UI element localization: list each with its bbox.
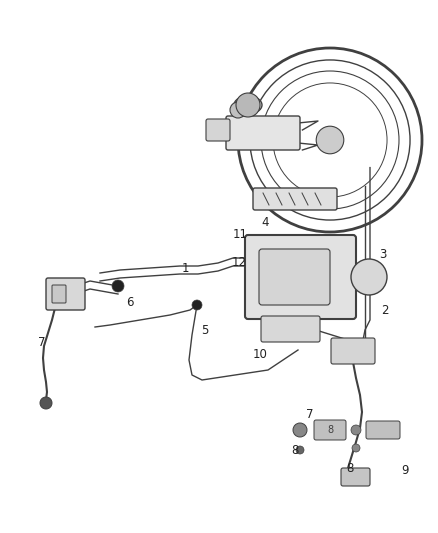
Text: 5: 5 (201, 324, 208, 336)
FancyBboxPatch shape (206, 119, 230, 141)
Circle shape (236, 93, 260, 117)
Text: 3: 3 (379, 248, 387, 262)
Text: 8: 8 (346, 462, 354, 474)
FancyBboxPatch shape (226, 116, 300, 150)
Circle shape (351, 259, 387, 295)
Ellipse shape (234, 96, 262, 114)
Text: 8: 8 (327, 425, 333, 435)
Text: 2: 2 (381, 303, 389, 317)
Text: 4: 4 (261, 215, 269, 229)
Text: 7: 7 (306, 408, 314, 422)
Circle shape (40, 397, 52, 409)
Circle shape (112, 280, 124, 292)
Circle shape (296, 446, 304, 454)
FancyBboxPatch shape (261, 316, 320, 342)
Text: 7: 7 (38, 335, 46, 349)
Circle shape (316, 126, 344, 154)
FancyBboxPatch shape (366, 421, 400, 439)
FancyBboxPatch shape (331, 338, 375, 364)
FancyBboxPatch shape (314, 420, 346, 440)
Text: 1: 1 (181, 262, 189, 274)
FancyBboxPatch shape (52, 285, 66, 303)
Text: 12: 12 (232, 255, 247, 269)
Text: 11: 11 (233, 229, 247, 241)
Circle shape (293, 423, 307, 437)
Circle shape (351, 425, 361, 435)
Circle shape (230, 102, 246, 118)
FancyBboxPatch shape (253, 188, 337, 210)
Circle shape (352, 444, 360, 452)
Circle shape (192, 300, 202, 310)
Text: 10: 10 (253, 349, 268, 361)
Text: 9: 9 (401, 464, 409, 477)
Text: 6: 6 (126, 295, 134, 309)
Text: 8: 8 (291, 443, 299, 456)
FancyBboxPatch shape (259, 249, 330, 305)
FancyBboxPatch shape (341, 468, 370, 486)
FancyBboxPatch shape (245, 235, 356, 319)
FancyBboxPatch shape (46, 278, 85, 310)
